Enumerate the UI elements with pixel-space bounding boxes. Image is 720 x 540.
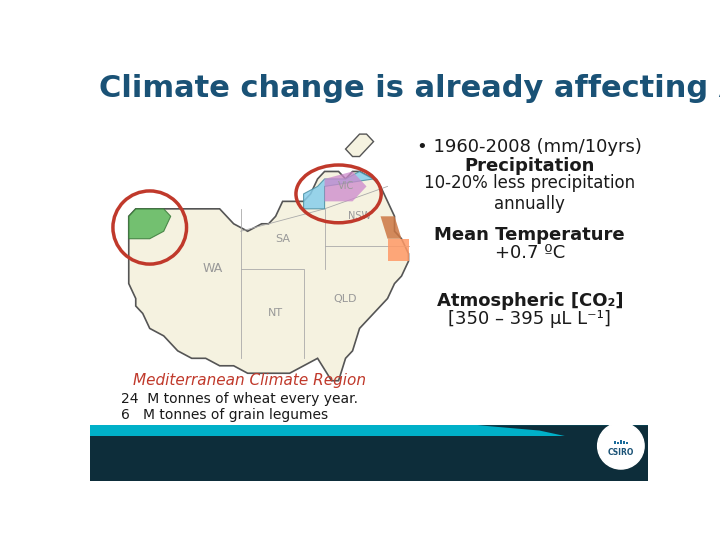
Text: Mean Temperature: Mean Temperature (434, 226, 625, 245)
Polygon shape (381, 217, 402, 239)
Polygon shape (325, 172, 366, 201)
Text: Climate change is already affecting Australia: Climate change is already affecting Aust… (99, 74, 720, 103)
Bar (613, 441, 616, 444)
Polygon shape (129, 209, 171, 239)
Polygon shape (90, 425, 648, 454)
Polygon shape (129, 172, 408, 381)
Text: Mediterranean Climate Region: Mediterranean Climate Region (132, 373, 366, 388)
Bar (616, 442, 619, 444)
Text: VIC: VIC (338, 181, 354, 191)
Circle shape (598, 423, 644, 469)
Text: NT: NT (268, 308, 283, 319)
Text: CSIRO: CSIRO (608, 448, 634, 457)
Text: 10-20% less precipitation
annually: 10-20% less precipitation annually (424, 174, 635, 213)
Text: Atmospheric [CO₂]: Atmospheric [CO₂] (436, 292, 623, 310)
Text: NSW: NSW (348, 211, 371, 221)
Polygon shape (387, 239, 408, 261)
Polygon shape (304, 172, 374, 209)
Text: WA: WA (202, 262, 222, 275)
Polygon shape (477, 425, 648, 454)
Polygon shape (346, 134, 374, 157)
Bar (626, 442, 629, 444)
Text: • 1960-2008 (mm/10yrs): • 1960-2008 (mm/10yrs) (418, 138, 642, 156)
Text: Precipitation: Precipitation (464, 157, 595, 175)
Text: QLD: QLD (334, 294, 357, 303)
Polygon shape (90, 436, 648, 481)
Text: 24  M tonnes of wheat every year.
6   M tonnes of grain legumes: 24 M tonnes of wheat every year. 6 M ton… (121, 392, 358, 422)
Text: [350 – 395 μL L⁻¹]: [350 – 395 μL L⁻¹] (449, 309, 611, 328)
Text: +0.7 ºC: +0.7 ºC (495, 244, 565, 262)
Bar (620, 440, 622, 444)
Text: SA: SA (275, 234, 290, 244)
Bar (623, 441, 625, 444)
